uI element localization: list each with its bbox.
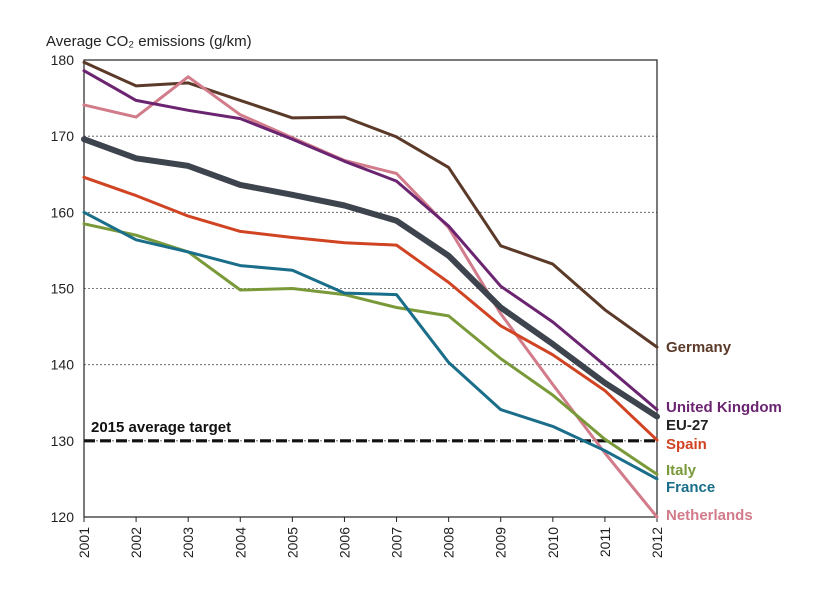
target-label: 2015 average target [91, 419, 231, 436]
series-label-france: France [666, 479, 715, 496]
series-labels: Germany Netherlands United Kingdom Spain Ita… [666, 339, 782, 524]
x-tick-label: 2011 [597, 527, 613, 557]
x-tick-label: 2007 [389, 527, 405, 558]
series-line-spain [82, 175, 659, 442]
plot-frame [83, 59, 658, 518]
x-tick-label: 2008 [441, 527, 457, 558]
x-tick-label: 2002 [128, 527, 144, 558]
x-tick-labels: 2001 2002 2003 2004 2005 2006 2007 2008 2009 2010… [76, 517, 665, 558]
y-tick-labels: 120 130 140 150 160 170 180 [51, 52, 75, 525]
x-tick-label: 2005 [284, 527, 300, 558]
series-line-france [82, 210, 659, 481]
x-tick-label: 2004 [232, 527, 248, 558]
series-line-netherlands [82, 75, 659, 519]
y-tick-label: 180 [51, 52, 75, 68]
x-tick-label: 2006 [336, 527, 352, 558]
y-tick-label: 170 [51, 128, 75, 144]
series-label-united-kingdom: United Kingdom [666, 399, 782, 416]
series-label-spain: Spain [666, 436, 707, 453]
series-label-netherlands: Netherlands [666, 507, 753, 524]
y-axis-title: Average CO₂ emissions (g/km) [46, 33, 252, 50]
target-line-group: 2015 average target [84, 419, 657, 443]
y-tick-label: 150 [51, 281, 75, 297]
y-tick-label: 160 [51, 204, 75, 220]
x-tick-label: 2001 [76, 527, 92, 558]
series-line-eu-27 [81, 136, 660, 420]
gridlines [84, 135, 657, 442]
y-tick-label: 140 [51, 357, 75, 373]
x-tick-label: 2009 [493, 527, 509, 558]
series-line-germany [82, 60, 659, 349]
x-tick-label: 2010 [545, 527, 561, 558]
x-tick-label: 2012 [649, 527, 665, 558]
series-label-germany: Germany [666, 339, 732, 356]
series-label-eu-27: EU-27 [666, 417, 709, 434]
series-line-united-kingdom [82, 69, 659, 412]
series-lines [81, 60, 660, 519]
series-line-italy [82, 222, 659, 476]
y-tick-label: 120 [51, 509, 75, 525]
x-tick-label: 2003 [180, 527, 196, 558]
series-label-italy: Italy [666, 462, 697, 479]
y-tick-label: 130 [51, 433, 75, 449]
